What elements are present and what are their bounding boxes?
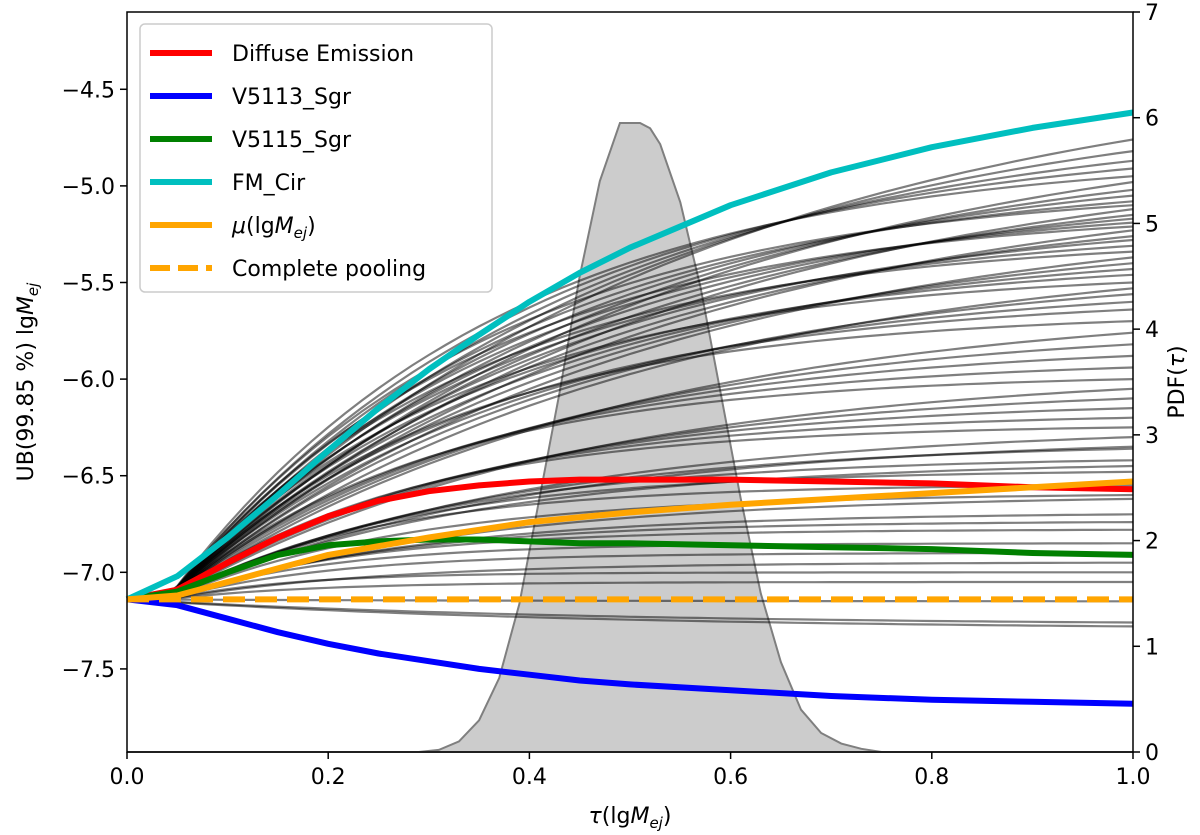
series-line--lgm-ej- bbox=[126, 478, 1134, 603]
individual-curve bbox=[127, 308, 1134, 601]
y-right-tick-label: 6 bbox=[1145, 107, 1159, 132]
x-axis-label-tau: τ bbox=[589, 804, 603, 829]
y-axis-left-label: UB(99.85 %) lgMej bbox=[14, 282, 42, 482]
series-line-fm-cir bbox=[125, 109, 1134, 603]
individual-curve bbox=[127, 238, 1134, 601]
individual-curve bbox=[127, 262, 1134, 601]
individual-curve bbox=[127, 281, 1134, 601]
individual-curve bbox=[127, 225, 1134, 601]
y-left-tick-label: −6.5 bbox=[62, 465, 115, 490]
legend-label: Diffuse Emission bbox=[232, 42, 414, 67]
individual-curve bbox=[127, 293, 1134, 601]
individual-curve bbox=[127, 571, 1133, 601]
y-right-tick-label: 4 bbox=[1145, 318, 1159, 343]
x-tick-label: 0.8 bbox=[914, 765, 949, 790]
x-axis-label-sub: ej bbox=[649, 814, 663, 832]
y-left-tick-label: −5.5 bbox=[62, 271, 115, 296]
x-axis-label-open: (lg bbox=[602, 804, 631, 829]
y-axis-right-label-tau: τ bbox=[1165, 353, 1190, 367]
individual-curve bbox=[127, 343, 1134, 601]
y-axis-right-label-close: ) bbox=[1165, 345, 1190, 354]
individual-curve bbox=[127, 175, 1134, 601]
y-axis-left-label-sub: ej bbox=[24, 282, 42, 296]
series-line-diffuse-emission bbox=[126, 476, 1134, 603]
series-line-v5115-sgr bbox=[126, 536, 1134, 603]
y-axis-right-label: PDF(τ) bbox=[1165, 345, 1190, 418]
y-right-tick-label: 2 bbox=[1145, 530, 1159, 555]
legend-label: Complete pooling bbox=[232, 257, 426, 282]
y-axis-right-label-pdf: PDF( bbox=[1165, 367, 1190, 418]
individual-curve bbox=[127, 470, 1134, 601]
individual-curve bbox=[127, 273, 1134, 601]
series-line-v5113-sgr bbox=[126, 596, 1134, 707]
individual-curve bbox=[127, 366, 1134, 601]
y-right-tick-label: 5 bbox=[1145, 212, 1159, 237]
y-left-tick-label: −5.0 bbox=[62, 175, 115, 200]
individual-curve bbox=[126, 598, 1134, 628]
x-axis-label: τ(lgMej) bbox=[589, 804, 672, 832]
y-right-tick-label: 0 bbox=[1145, 741, 1159, 766]
x-tick-label: 1.0 bbox=[1116, 765, 1151, 790]
individual-curve bbox=[127, 493, 1134, 601]
individual-curve bbox=[127, 320, 1134, 601]
pdf-tau-area-layer bbox=[127, 122, 1133, 753]
x-tick-label: 0.4 bbox=[512, 765, 547, 790]
x-tick-label: 0.2 bbox=[311, 765, 346, 790]
individual-curve bbox=[127, 378, 1134, 601]
plot-frame bbox=[126, 11, 1134, 753]
y-left-tick-label: −7.5 bbox=[62, 658, 115, 683]
series-layer bbox=[125, 109, 1134, 707]
y-right-tick-label: 7 bbox=[1145, 1, 1159, 26]
x-axis-label-M: M bbox=[630, 804, 649, 829]
y-axis-left-label-M: M bbox=[14, 296, 39, 315]
legend-items: Diffuse Emission V5113_Sgr V5115_Sgr FM_Cir… bbox=[150, 42, 426, 282]
individual-curve bbox=[127, 580, 1133, 601]
individual-curve bbox=[127, 354, 1134, 601]
individual-curve bbox=[127, 204, 1134, 601]
legend-label: V5113_Sgr bbox=[232, 85, 352, 110]
legend-label: FM_Cir bbox=[232, 171, 306, 196]
legend-box bbox=[139, 23, 493, 293]
y-axis-left-label-ub: UB(99.85 %) lg bbox=[14, 315, 39, 481]
individual-curve bbox=[126, 598, 1134, 624]
ticks-layer: 0.0 0.2 0.4 0.6 0.8 1.0 −4.5 −5.0 −5.5 −6.0 −6.5 −7… bbox=[62, 1, 1159, 790]
x-axis-label-close: ) bbox=[663, 804, 672, 829]
y-right-tick-label: 3 bbox=[1145, 424, 1159, 449]
y-right-tick-label: 1 bbox=[1145, 635, 1159, 660]
y-left-tick-label: −6.0 bbox=[62, 368, 115, 393]
individual-curve bbox=[127, 256, 1134, 601]
individual-curve bbox=[127, 542, 1133, 601]
legend: Diffuse Emission V5113_Sgr V5115_Sgr FM_Cir… bbox=[139, 23, 493, 293]
legend-label: V5115_Sgr bbox=[232, 128, 352, 153]
x-tick-label: 0.6 bbox=[713, 765, 748, 790]
x-tick-label: 0.0 bbox=[110, 765, 145, 790]
y-left-tick-label: −7.0 bbox=[62, 561, 115, 586]
y-left-tick-label: −4.5 bbox=[62, 78, 115, 103]
pdf-tau-area bbox=[127, 122, 1133, 753]
legend-label: μ(lgMej) bbox=[231, 214, 316, 242]
